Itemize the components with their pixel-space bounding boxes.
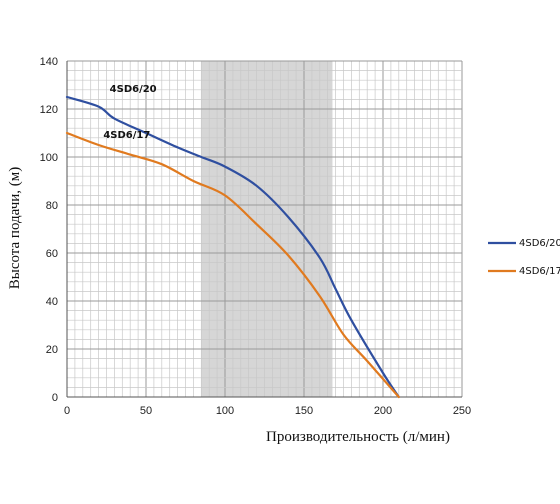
y-tick-label: 40 xyxy=(46,296,58,308)
y-tick-label: 0 xyxy=(52,392,58,404)
y-tick-label: 80 xyxy=(46,200,58,212)
y-axis-title: Высота подачи, (м) xyxy=(7,167,23,290)
series-layer xyxy=(65,95,400,399)
y-tick-label: 140 xyxy=(40,56,58,68)
series-annotation: 4SD6/20 xyxy=(110,84,157,95)
y-tick-label: 20 xyxy=(46,344,58,356)
legend: 4SD6/20 4SD6/17 xyxy=(488,238,560,277)
x-tick-label: 100 xyxy=(216,405,234,417)
x-tick-label: 0 xyxy=(64,405,70,417)
series-annotation: 4SD6/17 xyxy=(103,130,150,141)
y-tick-label: 120 xyxy=(40,104,58,116)
y-tick-label: 60 xyxy=(46,248,58,260)
axes xyxy=(66,61,462,398)
highlight-band-layer xyxy=(201,61,333,397)
x-tick-label: 50 xyxy=(140,405,152,417)
grid-layer xyxy=(66,60,463,398)
x-tick-label: 250 xyxy=(453,405,471,417)
series-line-1 xyxy=(65,95,400,399)
x-axis-title: Производительность (л/мин) xyxy=(266,429,450,445)
legend-label-series-1: 4SD6/20 xyxy=(519,238,560,249)
x-tick-label: 150 xyxy=(295,405,313,417)
series-line-2 xyxy=(65,131,400,399)
label-layer: 0 50 100 150 200 250 0 20 40 60 80 100 120 140 4SD6/20… xyxy=(40,56,472,417)
highlight-band xyxy=(201,61,333,397)
x-tick-label: 200 xyxy=(374,405,392,417)
legend-label-series-2: 4SD6/17 xyxy=(519,266,560,277)
y-tick-label: 100 xyxy=(40,152,58,164)
